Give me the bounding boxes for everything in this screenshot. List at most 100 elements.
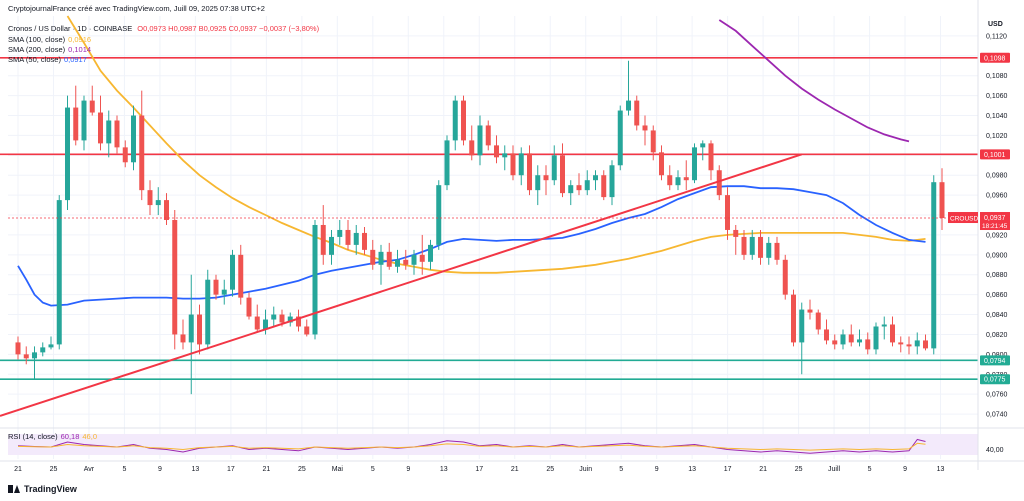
candle (642, 115, 648, 146)
candle-body (527, 153, 532, 191)
candle-body (914, 340, 920, 347)
candle (411, 249, 417, 275)
candle (774, 236, 780, 265)
candle (609, 160, 615, 206)
rsi-legend[interactable]: RSI (14, close) 60,18 46,0 (8, 432, 97, 441)
x-tick-label: 17 (724, 466, 732, 473)
y-tick-label: 0,0820 (986, 332, 1008, 339)
candle-body (246, 297, 252, 317)
candle (898, 336, 904, 353)
x-tick-label: 21 (262, 466, 270, 473)
legend-sma100-label: SMA (100, close) (8, 35, 66, 44)
candle-body (601, 175, 607, 198)
candle (741, 229, 747, 260)
x-tick-label: 17 (475, 466, 483, 473)
candle (230, 249, 235, 297)
trendline (0, 153, 803, 417)
candle (221, 279, 227, 305)
candle (716, 165, 722, 201)
candle-body (378, 251, 384, 265)
x-tick-label: 21 (14, 466, 22, 473)
candle (593, 170, 598, 191)
candle (791, 289, 796, 347)
candle (865, 332, 871, 355)
level-tag (980, 355, 1010, 366)
moving-averages (17, 15, 926, 307)
candle-body (81, 100, 87, 141)
candle (98, 95, 103, 151)
candle-body (551, 155, 557, 181)
candle-body (807, 309, 813, 313)
candle (626, 60, 631, 116)
level-tag-label: 0,1001 (984, 152, 1006, 159)
candle-body (32, 352, 37, 359)
y-tick-label: 0,1020 (986, 133, 1008, 140)
candle-body (238, 254, 244, 298)
candle-body (683, 177, 689, 181)
candle-body (337, 229, 343, 237)
y-tick-label: 0,0740 (986, 412, 1008, 419)
candle (485, 120, 491, 151)
candle (428, 239, 433, 270)
x-tick-label: 25 (795, 466, 803, 473)
candle (848, 324, 854, 347)
candle-body (395, 259, 400, 267)
candle (576, 173, 582, 196)
candle-body (320, 224, 326, 255)
candle (139, 90, 145, 201)
candle (568, 180, 574, 206)
candle-body (221, 289, 227, 295)
legend-sma100[interactable]: SMA (100, close) 0,0916 (8, 35, 91, 44)
candle (914, 332, 920, 355)
candle-body (617, 110, 623, 166)
symbol-line: Cronos / US Dollar · 1D · COINBASE O0,09… (8, 24, 319, 33)
candle-body (329, 236, 334, 255)
candle (395, 249, 400, 273)
x-tick-label: 17 (227, 466, 235, 473)
candle (122, 140, 128, 168)
candle-body (881, 324, 887, 327)
candle-body (65, 107, 70, 201)
x-tick-label: 5 (868, 466, 872, 473)
candle (840, 329, 846, 350)
candle (403, 249, 409, 270)
candle-body (279, 314, 285, 323)
x-tick-label: Avr (84, 466, 95, 473)
candle-body (502, 153, 508, 158)
candle (708, 140, 714, 181)
price-tags: 0,1098 0,1001 0,0794 0,0775 CROUSD 0,093718:2… (8, 52, 1010, 385)
candle (345, 220, 351, 250)
candle-body (40, 347, 46, 353)
y-tick-label: 0,0760 (986, 392, 1008, 399)
candle-body (857, 339, 862, 343)
candle-body (411, 254, 417, 265)
candle (634, 95, 640, 131)
legend-sma200[interactable]: SMA (200, close) 0,1014 (8, 45, 91, 54)
candle-body (56, 200, 62, 345)
candle (815, 309, 821, 335)
candle (659, 145, 664, 181)
candle (692, 143, 697, 184)
candle (23, 346, 29, 365)
candle-body (444, 140, 450, 186)
candle-body (593, 175, 598, 181)
candle-body (898, 342, 904, 345)
candle-body (725, 195, 730, 230)
level-tag-label: 0,0794 (984, 358, 1006, 365)
candle (56, 195, 62, 350)
candle (296, 309, 301, 332)
ohlc-values: O0,0973 H0,0987 B0,0925 C0,0937 −0,0037 … (137, 24, 320, 33)
candle-body (584, 180, 590, 191)
x-tick-label: 9 (903, 466, 907, 473)
candle (106, 110, 112, 158)
candle (114, 115, 120, 154)
candle (799, 302, 805, 375)
candle-body (832, 340, 838, 345)
candles (15, 60, 945, 395)
candle-body (749, 236, 755, 255)
legend-sma50[interactable]: SMA (50, close) 0,0917 (8, 55, 87, 64)
legend-sma50-value: 0,0917 (63, 55, 87, 64)
candle (370, 239, 376, 270)
x-tick-label: 9 (158, 466, 162, 473)
